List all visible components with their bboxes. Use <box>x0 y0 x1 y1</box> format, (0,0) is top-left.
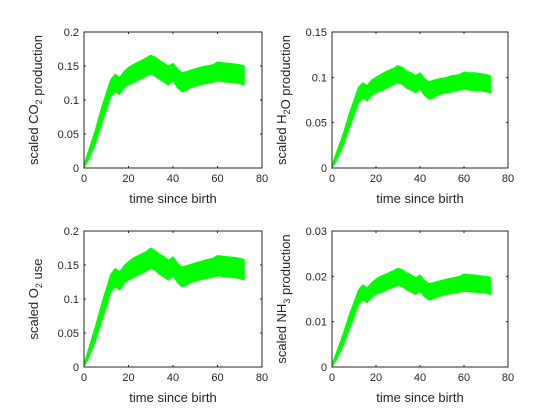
x-axis-label: time since birth <box>376 191 463 206</box>
y-tick-label: 0.1 <box>64 95 79 107</box>
x-tick-label: 80 <box>256 173 268 185</box>
x-tick-label: 40 <box>414 173 426 185</box>
x-axis-label: time since birth <box>129 390 216 405</box>
y-axis-label: scaled O2 use <box>26 259 45 340</box>
subplot-2: 0 20 40 60 80 0 0.05 0.1 0.15 time since birth sca… <box>274 27 514 206</box>
y-tick-label: 0.15 <box>58 61 79 73</box>
x-axis-label: time since birth <box>376 390 463 405</box>
y-tick-label: 0.1 <box>312 72 327 84</box>
x-axis-label: time since birth <box>129 191 216 206</box>
x-tick-label: 40 <box>167 173 179 185</box>
y-tick-label: 0.2 <box>64 27 79 39</box>
subplot-4: 0 20 40 60 80 0 0.01 0.02 0.03 time since birth sc… <box>274 226 514 405</box>
x-tick-label: 0 <box>81 372 87 384</box>
x-tick-label: 0 <box>81 173 87 185</box>
y-tick-label: 0.15 <box>306 27 327 39</box>
y-axis-label-subscript: 2 <box>34 283 44 288</box>
y-tick-label: 0.03 <box>306 226 327 238</box>
y-axis-label-subscript: 2 <box>282 109 292 114</box>
x-tick-label: 60 <box>458 173 470 185</box>
x-tick-label: 60 <box>211 173 223 185</box>
subplot-1: 0 20 40 60 80 0 0.05 0.1 0.15 0.2 time since birth… <box>26 27 268 206</box>
y-axis-label-part: production <box>278 234 293 298</box>
y-axis-label-part: use <box>30 259 45 284</box>
y-axis-label-subscript: 3 <box>282 299 292 304</box>
y-axis-label-subscript: 2 <box>34 99 44 104</box>
x-tick-label: 60 <box>458 372 470 384</box>
x-tick-label: 60 <box>211 372 223 384</box>
y-tick-label: 0.15 <box>58 260 79 272</box>
x-tick-label: 20 <box>370 173 382 185</box>
x-tick-label: 20 <box>122 372 134 384</box>
y-tick-label: 0 <box>73 362 79 374</box>
series-band-1 <box>83 247 245 368</box>
x-tick-label: 40 <box>167 372 179 384</box>
y-axis-label-part: O production <box>278 35 293 109</box>
plot-area <box>84 231 262 367</box>
x-tick-label: 80 <box>256 372 268 384</box>
y-axis-label-part: scaled H <box>274 114 289 165</box>
y-axis-label: scaled NH3 production <box>274 234 293 363</box>
y-axis-label-part: scaled CO <box>26 104 41 165</box>
y-tick-label: 0.1 <box>64 294 79 306</box>
y-tick-label: 0.01 <box>306 317 327 329</box>
x-tick-label: 20 <box>122 173 134 185</box>
y-axis-label-part: scaled O <box>26 288 41 339</box>
series-band-1 <box>83 54 245 169</box>
y-axis-label-part: scaled NH <box>274 304 289 364</box>
x-tick-label: 0 <box>329 372 335 384</box>
y-axis-label: scaled H2O production <box>274 35 293 165</box>
x-tick-label: 0 <box>329 173 335 185</box>
subplot-3: 0 20 40 60 80 0 0.05 0.1 0.15 0.2 time since birth… <box>26 226 268 405</box>
x-tick-label: 80 <box>502 173 514 185</box>
y-tick-label: 0 <box>73 163 79 175</box>
y-tick-label: 0 <box>321 163 327 175</box>
y-tick-label: 0.2 <box>64 226 79 238</box>
y-tick-label: 0.05 <box>306 118 327 130</box>
y-axis-label: scaled CO2 production <box>26 35 45 165</box>
x-tick-label: 80 <box>502 372 514 384</box>
y-tick-label: 0.02 <box>306 271 327 283</box>
x-tick-label: 40 <box>414 372 426 384</box>
x-tick-label: 20 <box>370 372 382 384</box>
y-tick-label: 0.05 <box>58 129 79 141</box>
y-tick-label: 0.05 <box>58 328 79 340</box>
plot-area <box>84 32 262 168</box>
y-tick-label: 0 <box>321 362 327 374</box>
y-axis-label-part: production <box>30 35 45 99</box>
series-band-1 <box>331 64 491 170</box>
series-band-1 <box>331 267 491 369</box>
